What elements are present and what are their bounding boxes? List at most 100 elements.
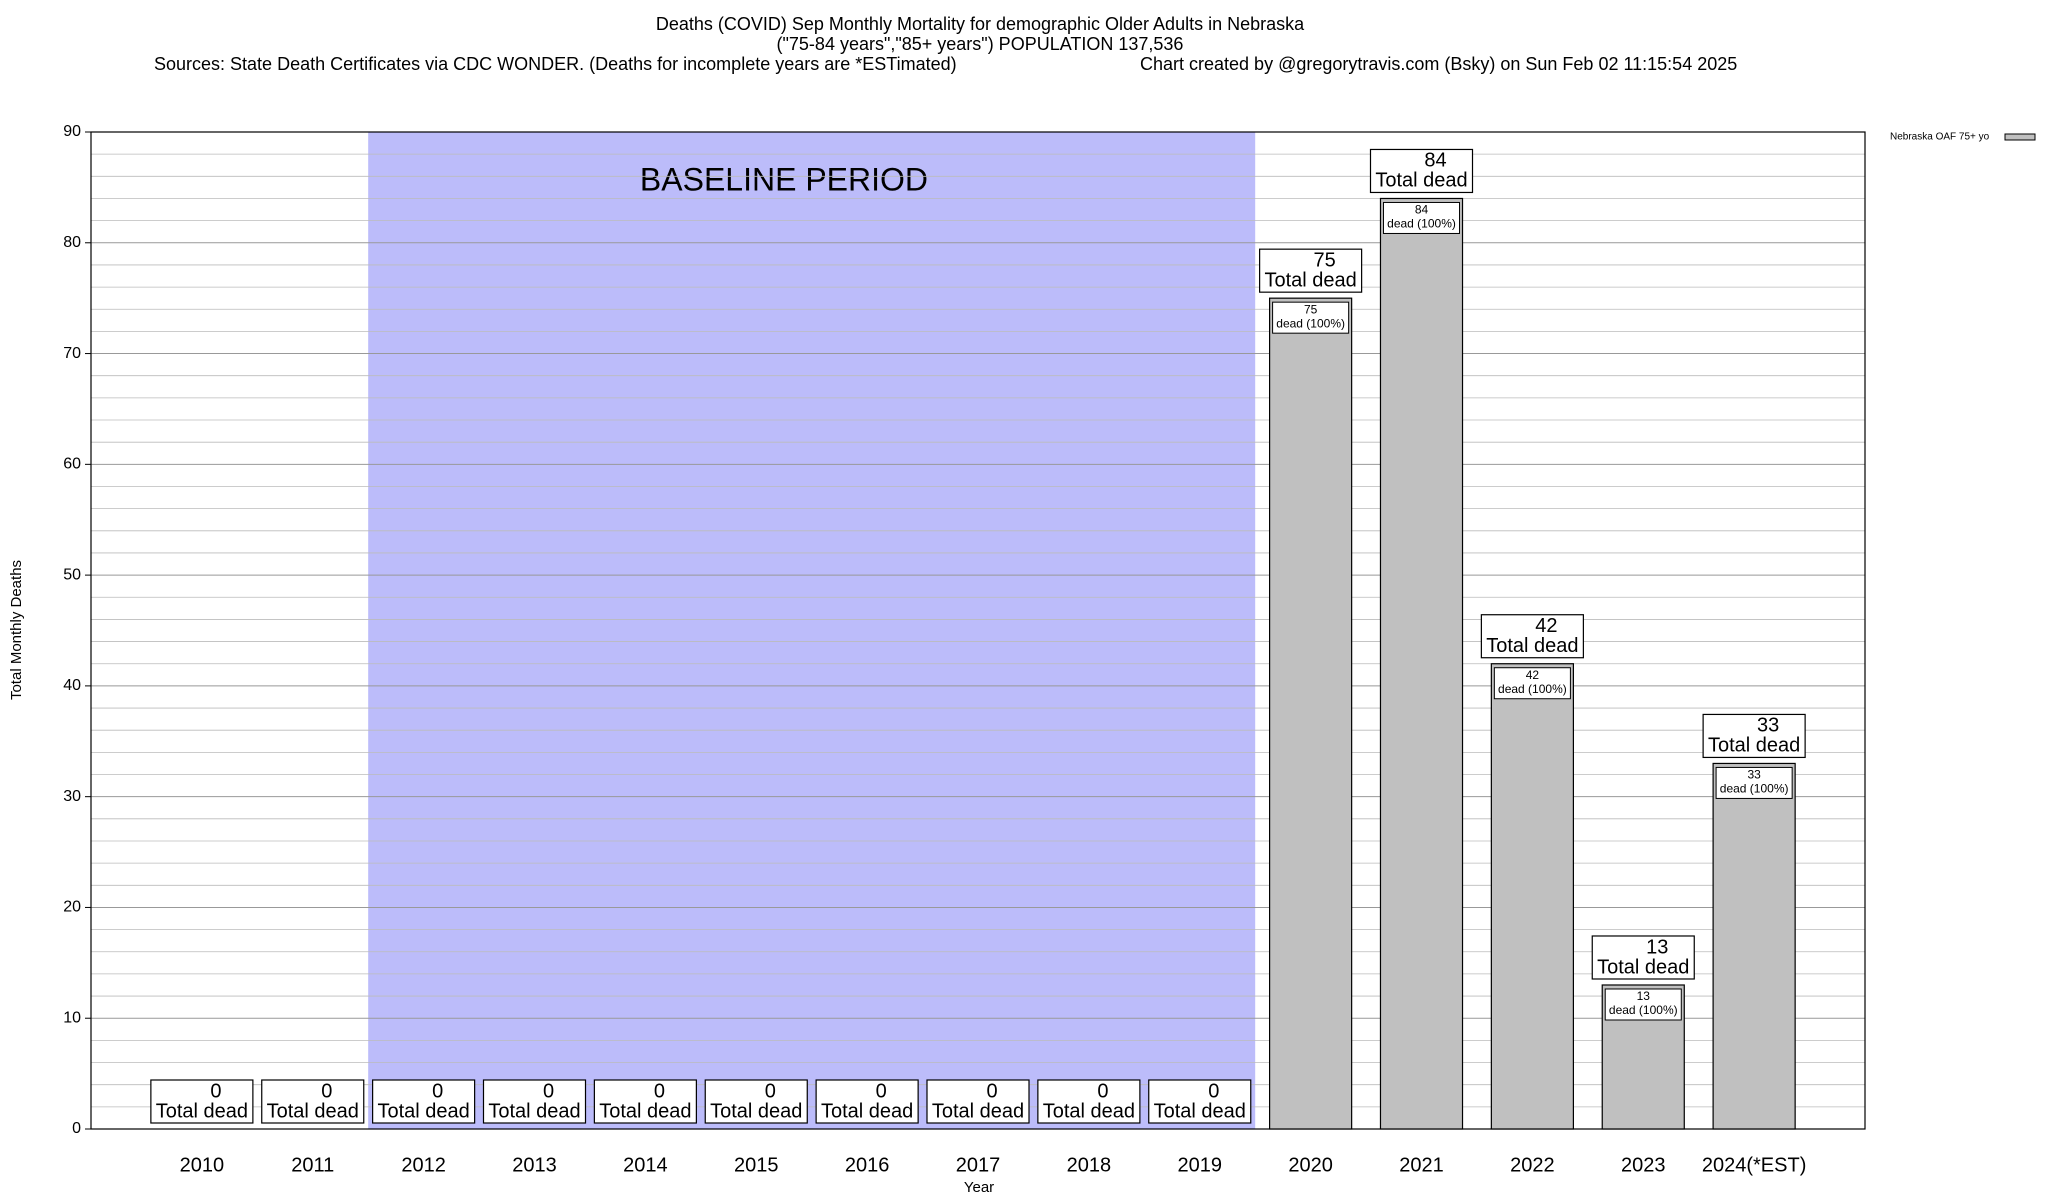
total-label-box — [1259, 248, 1363, 293]
chart-title: Deaths (COVID) Sep Monthly Mortality for… — [656, 14, 1305, 34]
x-tick-label: 2014 — [623, 1154, 668, 1176]
inner-label-box — [1382, 201, 1461, 234]
total-label-box — [926, 1079, 1030, 1124]
total-value-label: 42 — [1535, 615, 1557, 637]
total-value-label: 0 — [321, 1080, 332, 1102]
legend-label: Nebraska OAF 75+ yo — [1890, 132, 1990, 143]
total-value-label: 0 — [876, 1080, 887, 1102]
total-text-label: Total dead — [1154, 1100, 1246, 1122]
total-label-box — [1702, 713, 1806, 759]
credit: Chart created by @gregorytravis.com (Bsk… — [1140, 54, 1737, 74]
legend-swatch — [2004, 133, 2036, 141]
inner-value-label: 75 — [1304, 302, 1318, 316]
total-text-label: Total dead — [1375, 170, 1467, 192]
x-tick-label: 2017 — [956, 1154, 1001, 1176]
total-label-box — [815, 1079, 919, 1124]
y-tick-label: 40 — [63, 677, 81, 694]
total-label-box — [1369, 148, 1474, 194]
total-text-label: Total dead — [932, 1100, 1024, 1122]
total-text-label: Total dead — [156, 1100, 248, 1122]
x-tick-label: 2010 — [180, 1154, 225, 1176]
inner-value-label: 33 — [1747, 768, 1761, 782]
y-tick-label: 50 — [63, 566, 81, 583]
inner-label-box — [1272, 301, 1350, 334]
x-tick-label: 2024(*EST) — [1702, 1154, 1807, 1176]
total-value-label: 84 — [1424, 150, 1446, 172]
bar — [1490, 663, 1574, 1130]
total-text-label: Total dead — [377, 1100, 469, 1122]
total-text-label: Total dead — [1264, 269, 1356, 291]
inner-share-label: dead (100%) — [1498, 682, 1567, 696]
total-text-label: Total dead — [599, 1100, 691, 1122]
inner-share-label: dead (100%) — [1720, 782, 1789, 796]
x-tick-label: 2019 — [1178, 1154, 1223, 1176]
x-tick-label: 2013 — [512, 1154, 557, 1176]
total-text-label: Total dead — [1708, 735, 1800, 757]
total-label-box — [704, 1079, 808, 1124]
total-label-box — [261, 1079, 365, 1124]
plot-frame — [90, 131, 1866, 1130]
y-tick-label: 10 — [63, 1009, 81, 1026]
x-tick-label: 2023 — [1621, 1154, 1666, 1176]
total-label-box — [593, 1079, 697, 1124]
inner-share-label: dead (100%) — [1276, 316, 1345, 330]
y-tick-label: 30 — [63, 788, 81, 805]
y-tick-label: 0 — [72, 1120, 81, 1137]
baseline-label: BASELINE PERIOD — [640, 161, 928, 197]
x-tick-label: 2022 — [1510, 1154, 1555, 1176]
inner-value-label: 42 — [1526, 668, 1540, 682]
bar — [1712, 762, 1796, 1130]
x-axis-label: Year — [964, 1179, 994, 1196]
baseline-period — [368, 132, 1256, 1129]
y-tick-label: 60 — [63, 456, 81, 473]
inner-label-box — [1493, 667, 1571, 700]
x-tick-label: 2018 — [1067, 1154, 1112, 1176]
total-value-label: 75 — [1314, 249, 1336, 271]
total-label-box — [150, 1079, 254, 1124]
total-text-label: Total dead — [488, 1100, 580, 1122]
x-tick-label: 2021 — [1399, 1154, 1444, 1176]
total-value-label: 0 — [1208, 1080, 1219, 1102]
inner-label-box — [1604, 988, 1682, 1021]
total-label-box — [1037, 1079, 1141, 1124]
total-value-label: 0 — [1097, 1080, 1108, 1102]
total-value-label: 0 — [765, 1080, 776, 1102]
total-text-label: Total dead — [1043, 1100, 1135, 1122]
bar — [1269, 297, 1353, 1130]
total-text-label: Total dead — [267, 1100, 359, 1122]
total-value-label: 13 — [1646, 936, 1668, 958]
total-text-label: Total dead — [1486, 635, 1578, 657]
chart-subtitle: ("75-84 years","85+ years") POPULATION 1… — [777, 34, 1184, 54]
sources: Sources: State Death Certificates via CD… — [154, 54, 957, 74]
total-value-label: 0 — [210, 1080, 221, 1102]
inner-share-label: dead (100%) — [1387, 217, 1456, 231]
total-value-label: 0 — [986, 1080, 997, 1102]
total-label-box — [372, 1079, 476, 1124]
total-label-box — [482, 1079, 587, 1124]
total-label-box — [1480, 614, 1584, 659]
inner-share-label: dead (100%) — [1609, 1003, 1678, 1017]
total-value-label: 33 — [1757, 715, 1779, 737]
inner-label-box — [1715, 766, 1793, 799]
x-tick-label: 2011 — [291, 1154, 334, 1176]
y-tick-label: 70 — [63, 345, 81, 362]
total-label-box — [1148, 1079, 1252, 1124]
x-tick-label: 2020 — [1288, 1154, 1333, 1176]
y-tick-label: 80 — [63, 234, 81, 251]
total-value-label: 0 — [432, 1080, 443, 1102]
total-value-label: 0 — [543, 1080, 554, 1102]
bar — [1379, 197, 1464, 1130]
x-tick-label: 2012 — [401, 1154, 446, 1176]
total-text-label: Total dead — [710, 1100, 802, 1122]
x-tick-label: 2015 — [734, 1154, 779, 1176]
y-tick-label: 20 — [63, 899, 81, 916]
inner-value-label: 84 — [1415, 203, 1429, 217]
total-text-label: Total dead — [821, 1100, 913, 1122]
x-tick-label: 2016 — [845, 1154, 890, 1176]
y-tick-label: 90 — [63, 123, 81, 140]
y-axis-label: Total Monthly Deaths — [8, 560, 25, 700]
total-value-label: 0 — [654, 1080, 665, 1102]
inner-value-label: 13 — [1637, 989, 1651, 1003]
total-label-box — [1591, 935, 1695, 980]
